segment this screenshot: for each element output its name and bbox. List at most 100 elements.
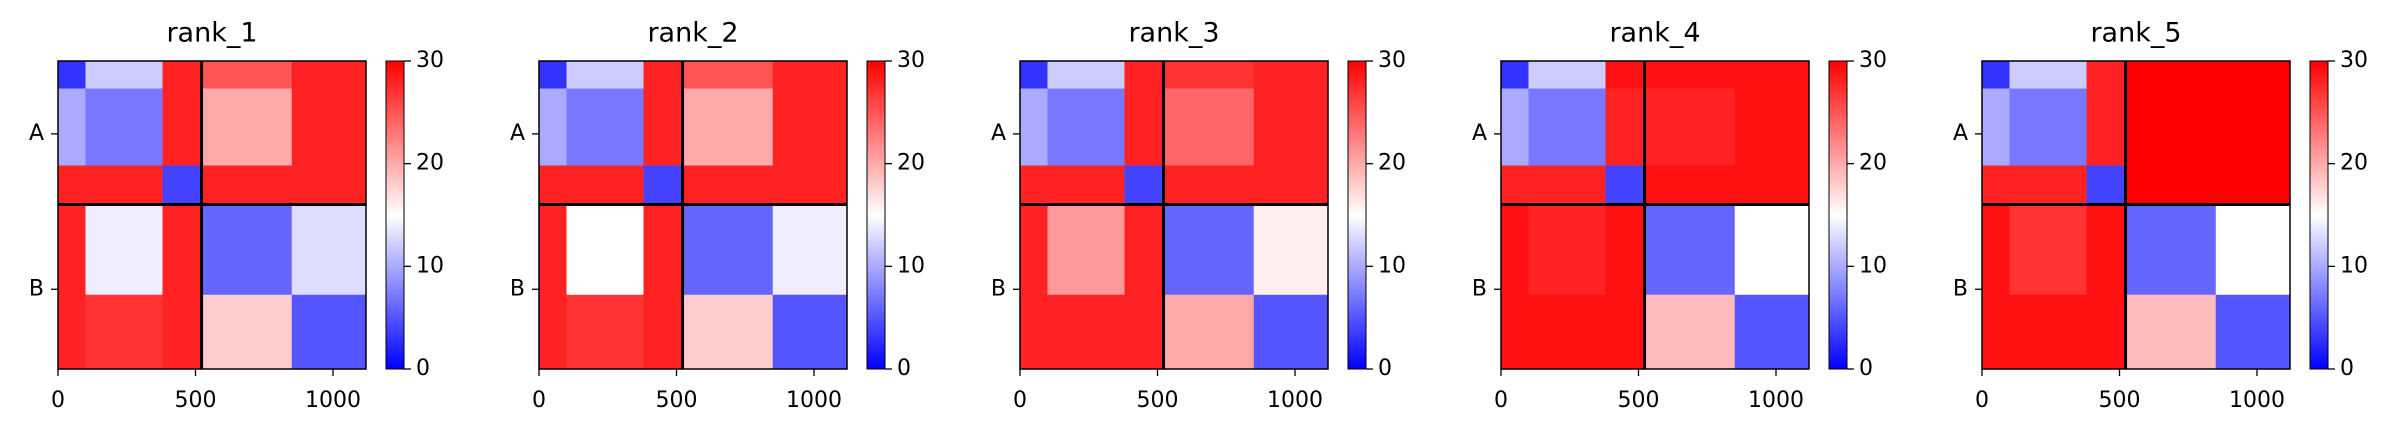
heatmap-cell bbox=[2009, 165, 2087, 206]
heatmap-cell bbox=[1253, 88, 1329, 166]
heatmap-cell bbox=[2125, 88, 2217, 166]
colorbar-tick-label: 10 bbox=[897, 253, 925, 278]
heatmap-cell bbox=[85, 294, 163, 370]
heatmap-cell bbox=[1528, 165, 1606, 206]
heatmap-cell bbox=[162, 61, 203, 89]
heatmap-cell bbox=[1020, 61, 1048, 89]
heatmap-cell bbox=[1124, 61, 1165, 89]
heatmap-cell bbox=[1982, 204, 2010, 296]
heatmap-cell bbox=[162, 165, 203, 206]
chart-title: rank_5 bbox=[2090, 18, 2181, 49]
colorbar bbox=[1828, 60, 1848, 370]
heatmap-cell bbox=[1644, 88, 1736, 166]
heatmap-cell bbox=[1528, 294, 1606, 370]
heatmap-cell bbox=[1163, 165, 1255, 206]
y-tick-label: A bbox=[29, 121, 44, 146]
heatmap-cell bbox=[1020, 88, 1048, 166]
heatmap-cell bbox=[1501, 88, 1529, 166]
heatmap-cell bbox=[772, 165, 848, 206]
heatmap-cell bbox=[1124, 165, 1165, 206]
heatmap-cell bbox=[201, 204, 293, 296]
y-tick-label: A bbox=[991, 121, 1006, 146]
heatmap-cell bbox=[291, 294, 367, 370]
colorbar-tick-label: 20 bbox=[416, 151, 444, 176]
heatmap-cell bbox=[539, 165, 567, 206]
heatmap-cell bbox=[1605, 204, 1646, 296]
heatmap-cell bbox=[85, 165, 163, 206]
chart-title: rank_4 bbox=[1609, 18, 1700, 49]
colorbar-tick-label: 30 bbox=[897, 48, 925, 73]
heatmap-cell bbox=[291, 165, 367, 206]
colorbar-tick-label: 0 bbox=[897, 356, 911, 381]
heatmap-cell bbox=[1047, 204, 1125, 296]
colorbar bbox=[385, 60, 405, 370]
heatmap-cell bbox=[2086, 165, 2127, 206]
heatmap-cell bbox=[1528, 204, 1606, 296]
heatmap-cell bbox=[1644, 61, 1736, 89]
heatmap-cell bbox=[1253, 61, 1329, 89]
x-tick-label: 1000 bbox=[1748, 388, 1804, 413]
y-tick-label: A bbox=[1953, 121, 1968, 146]
heatmap-cell bbox=[1047, 165, 1125, 206]
heatmap-cell bbox=[1605, 294, 1646, 370]
x-tick-label: 1000 bbox=[1267, 388, 1323, 413]
heatmap-cell bbox=[643, 204, 684, 296]
colorbar-tick-label: 10 bbox=[2340, 253, 2368, 278]
heatmap-cell bbox=[1501, 61, 1529, 89]
heatmap-cell bbox=[682, 88, 774, 166]
heatmap-cell bbox=[2215, 88, 2291, 166]
heatmap-cell bbox=[2125, 294, 2217, 370]
heatmap-cell bbox=[2215, 165, 2291, 206]
heatmap-cell bbox=[1020, 204, 1048, 296]
heatmap-cell bbox=[2215, 204, 2291, 296]
heatmap-cell bbox=[85, 204, 163, 296]
heatmap-cell bbox=[2086, 61, 2127, 89]
plot-frame bbox=[1500, 60, 1810, 370]
x-tick-label: 500 bbox=[2099, 388, 2141, 413]
heatmap-cell bbox=[2125, 204, 2217, 296]
heatmap-cell bbox=[643, 165, 684, 206]
heatmap-cell bbox=[1253, 294, 1329, 370]
heatmap-cell bbox=[539, 88, 567, 166]
heatmap-cell bbox=[201, 294, 293, 370]
colorbar bbox=[1347, 60, 1367, 370]
heatmap-cell bbox=[1047, 88, 1125, 166]
heatmap-cell bbox=[1734, 204, 1810, 296]
heatmap-cell bbox=[1982, 88, 2010, 166]
heatmap-cell bbox=[643, 61, 684, 89]
heatmap-cell bbox=[201, 165, 293, 206]
heatmap-cell bbox=[1163, 88, 1255, 166]
heatmap-cell bbox=[1501, 165, 1529, 206]
heatmap-cell bbox=[201, 61, 293, 89]
colorbar bbox=[2309, 60, 2329, 370]
heatmap-cell bbox=[1163, 61, 1255, 89]
plot-frame bbox=[57, 60, 367, 370]
colorbar-tick-label: 30 bbox=[416, 48, 444, 73]
heatmap-cell bbox=[1734, 294, 1810, 370]
x-tick-label: 500 bbox=[1618, 388, 1660, 413]
heatmap-cell bbox=[2009, 204, 2087, 296]
heatmap-cell bbox=[2086, 88, 2127, 166]
heatmap-cell bbox=[1020, 294, 1048, 370]
x-tick-label: 0 bbox=[51, 388, 65, 413]
heatmap-cell bbox=[539, 61, 567, 89]
x-tick-label: 500 bbox=[656, 388, 698, 413]
y-tick-label: A bbox=[510, 121, 525, 146]
heatmap-cell bbox=[58, 88, 86, 166]
heatmap-cell bbox=[1124, 294, 1165, 370]
heatmap-cell bbox=[162, 294, 203, 370]
heatmap-cell bbox=[682, 204, 774, 296]
heatmap-cell bbox=[162, 204, 203, 296]
heatmap-cell bbox=[1163, 204, 1255, 296]
heatmap-cell bbox=[58, 165, 86, 206]
colorbar-tick-label: 0 bbox=[2340, 356, 2354, 381]
colorbar-tick-label: 10 bbox=[416, 253, 444, 278]
heatmap-cell bbox=[772, 294, 848, 370]
x-tick-label: 500 bbox=[1137, 388, 1179, 413]
heatmap-cell bbox=[1124, 204, 1165, 296]
heatmap-cell bbox=[1124, 88, 1165, 166]
y-tick-label: B bbox=[1953, 276, 1968, 301]
heatmap-cell bbox=[1253, 165, 1329, 206]
heatmap-cell bbox=[566, 294, 644, 370]
